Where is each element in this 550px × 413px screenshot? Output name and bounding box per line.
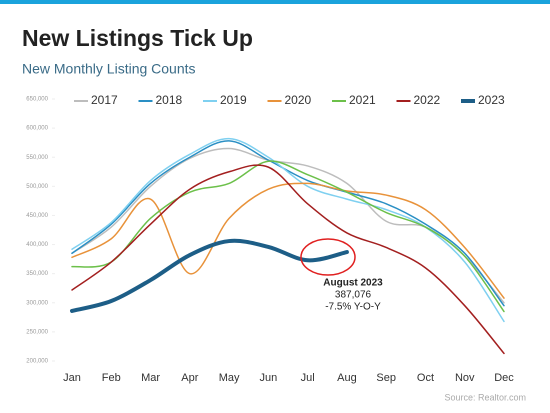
y-tick-label: 350,000 [26,271,48,277]
source: Source: Realtor.com [444,392,526,402]
y-tick-label: 450,000 [26,213,48,219]
legend-label: 2021 [349,93,376,107]
x-tick-label: Jun [259,372,277,384]
chart-title: New Listings Tick Up [22,25,253,51]
x-tick-label: Aug [337,372,357,384]
y-tick-label: 500,000 [26,184,48,190]
y-tick-label: 600,000 [26,126,48,132]
highlight-circle [300,238,356,276]
series-line [71,140,505,307]
annotation-value: 387,076 [335,290,372,301]
x-tick-label: Jan [63,372,81,384]
series-line [71,182,505,299]
y-tick-label: 650,000 [26,97,48,103]
top-bar [0,0,550,4]
chart-subtitle: New Monthly Listing Counts [22,61,196,77]
series-line [71,160,505,313]
x-tick-label: Mar [141,372,160,384]
y-tick-label: 550,000 [26,155,48,161]
legend-label: 2020 [285,93,312,107]
x-tick-label: May [219,372,240,384]
series-line [71,137,505,323]
annotation-note: -7.5% Y-O-Y [325,302,381,313]
y-tick-label: 400,000 [26,242,48,248]
x-tick-label: Oct [417,372,434,384]
series-line [71,164,505,355]
x-tick-label: Sep [376,372,396,384]
x-tick-label: Jul [301,372,315,384]
y-tick-label: 200,000 [26,359,48,365]
series-line [70,238,349,313]
legend-label: 2022 [414,93,441,107]
y-tick-label: 300,000 [26,300,48,306]
legend-label: 2018 [156,93,183,107]
y-tick-label: 250,000 [26,329,48,335]
x-tick-label: Feb [102,372,121,384]
legend-label: 2023 [478,93,505,107]
annotation-title: August 2023 [323,278,383,289]
x-tick-label: Nov [455,372,475,384]
legend-label: 2017 [91,93,118,107]
x-tick-label: Apr [181,372,198,384]
x-tick-label: Dec [494,372,514,384]
legend-label: 2019 [220,93,247,107]
